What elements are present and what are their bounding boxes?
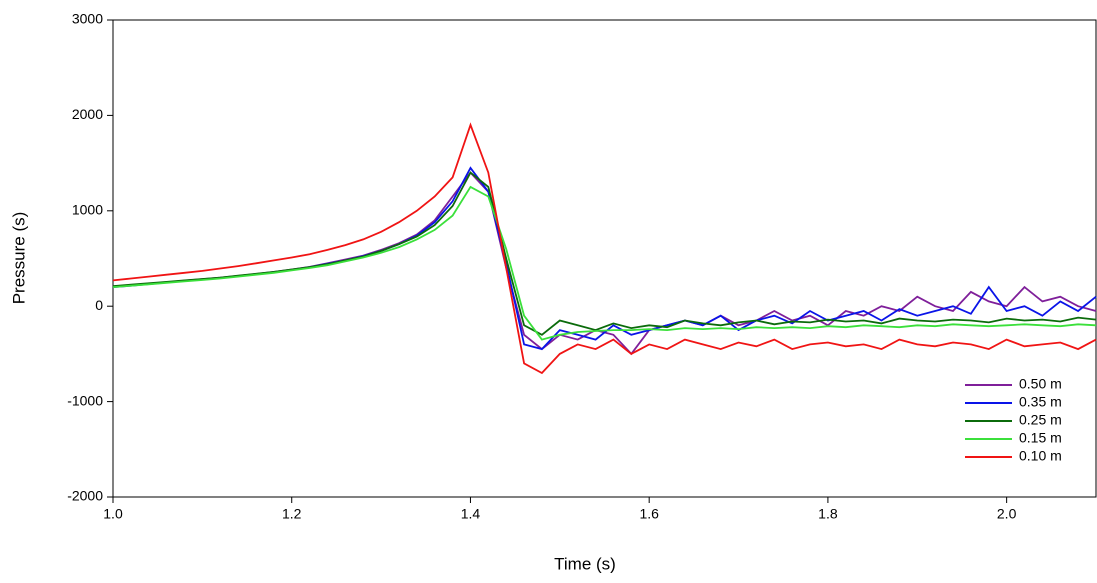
y-tick-label: 3000 — [72, 11, 103, 27]
x-axis-label: Time (s) — [554, 554, 616, 573]
x-tick-label: 1.4 — [461, 506, 481, 522]
x-tick-label: 1.6 — [639, 506, 659, 522]
y-axis-label: Pressure (s) — [9, 212, 28, 305]
y-tick-label: 0 — [95, 297, 103, 313]
x-tick-label: 1.2 — [282, 506, 302, 522]
legend-label: 0.35 m — [1019, 394, 1062, 410]
legend-label: 0.25 m — [1019, 412, 1062, 428]
chart: Time (s) Pressure (s) -2000 -1000 0 1000 200… — [0, 0, 1097, 578]
legend-label: 0.15 m — [1019, 430, 1062, 446]
y-tick-label: 1000 — [72, 202, 103, 218]
series-line — [113, 125, 1096, 373]
x-tick-label: 1.8 — [818, 506, 838, 522]
legend-label: 0.10 m — [1019, 448, 1062, 464]
x-tick-label: 1.0 — [103, 506, 123, 522]
y-tick-label: -2000 — [67, 488, 103, 504]
page: {"chart_data": {"type": "line", "xlabel"… — [0, 0, 1097, 583]
y-tick-label: -1000 — [67, 392, 103, 408]
plot-frame — [113, 20, 1096, 497]
legend-label: 0.50 m — [1019, 376, 1062, 392]
y-tick-label: 2000 — [72, 106, 103, 122]
x-tick-label: 2.0 — [997, 506, 1017, 522]
series-line — [113, 168, 1096, 349]
